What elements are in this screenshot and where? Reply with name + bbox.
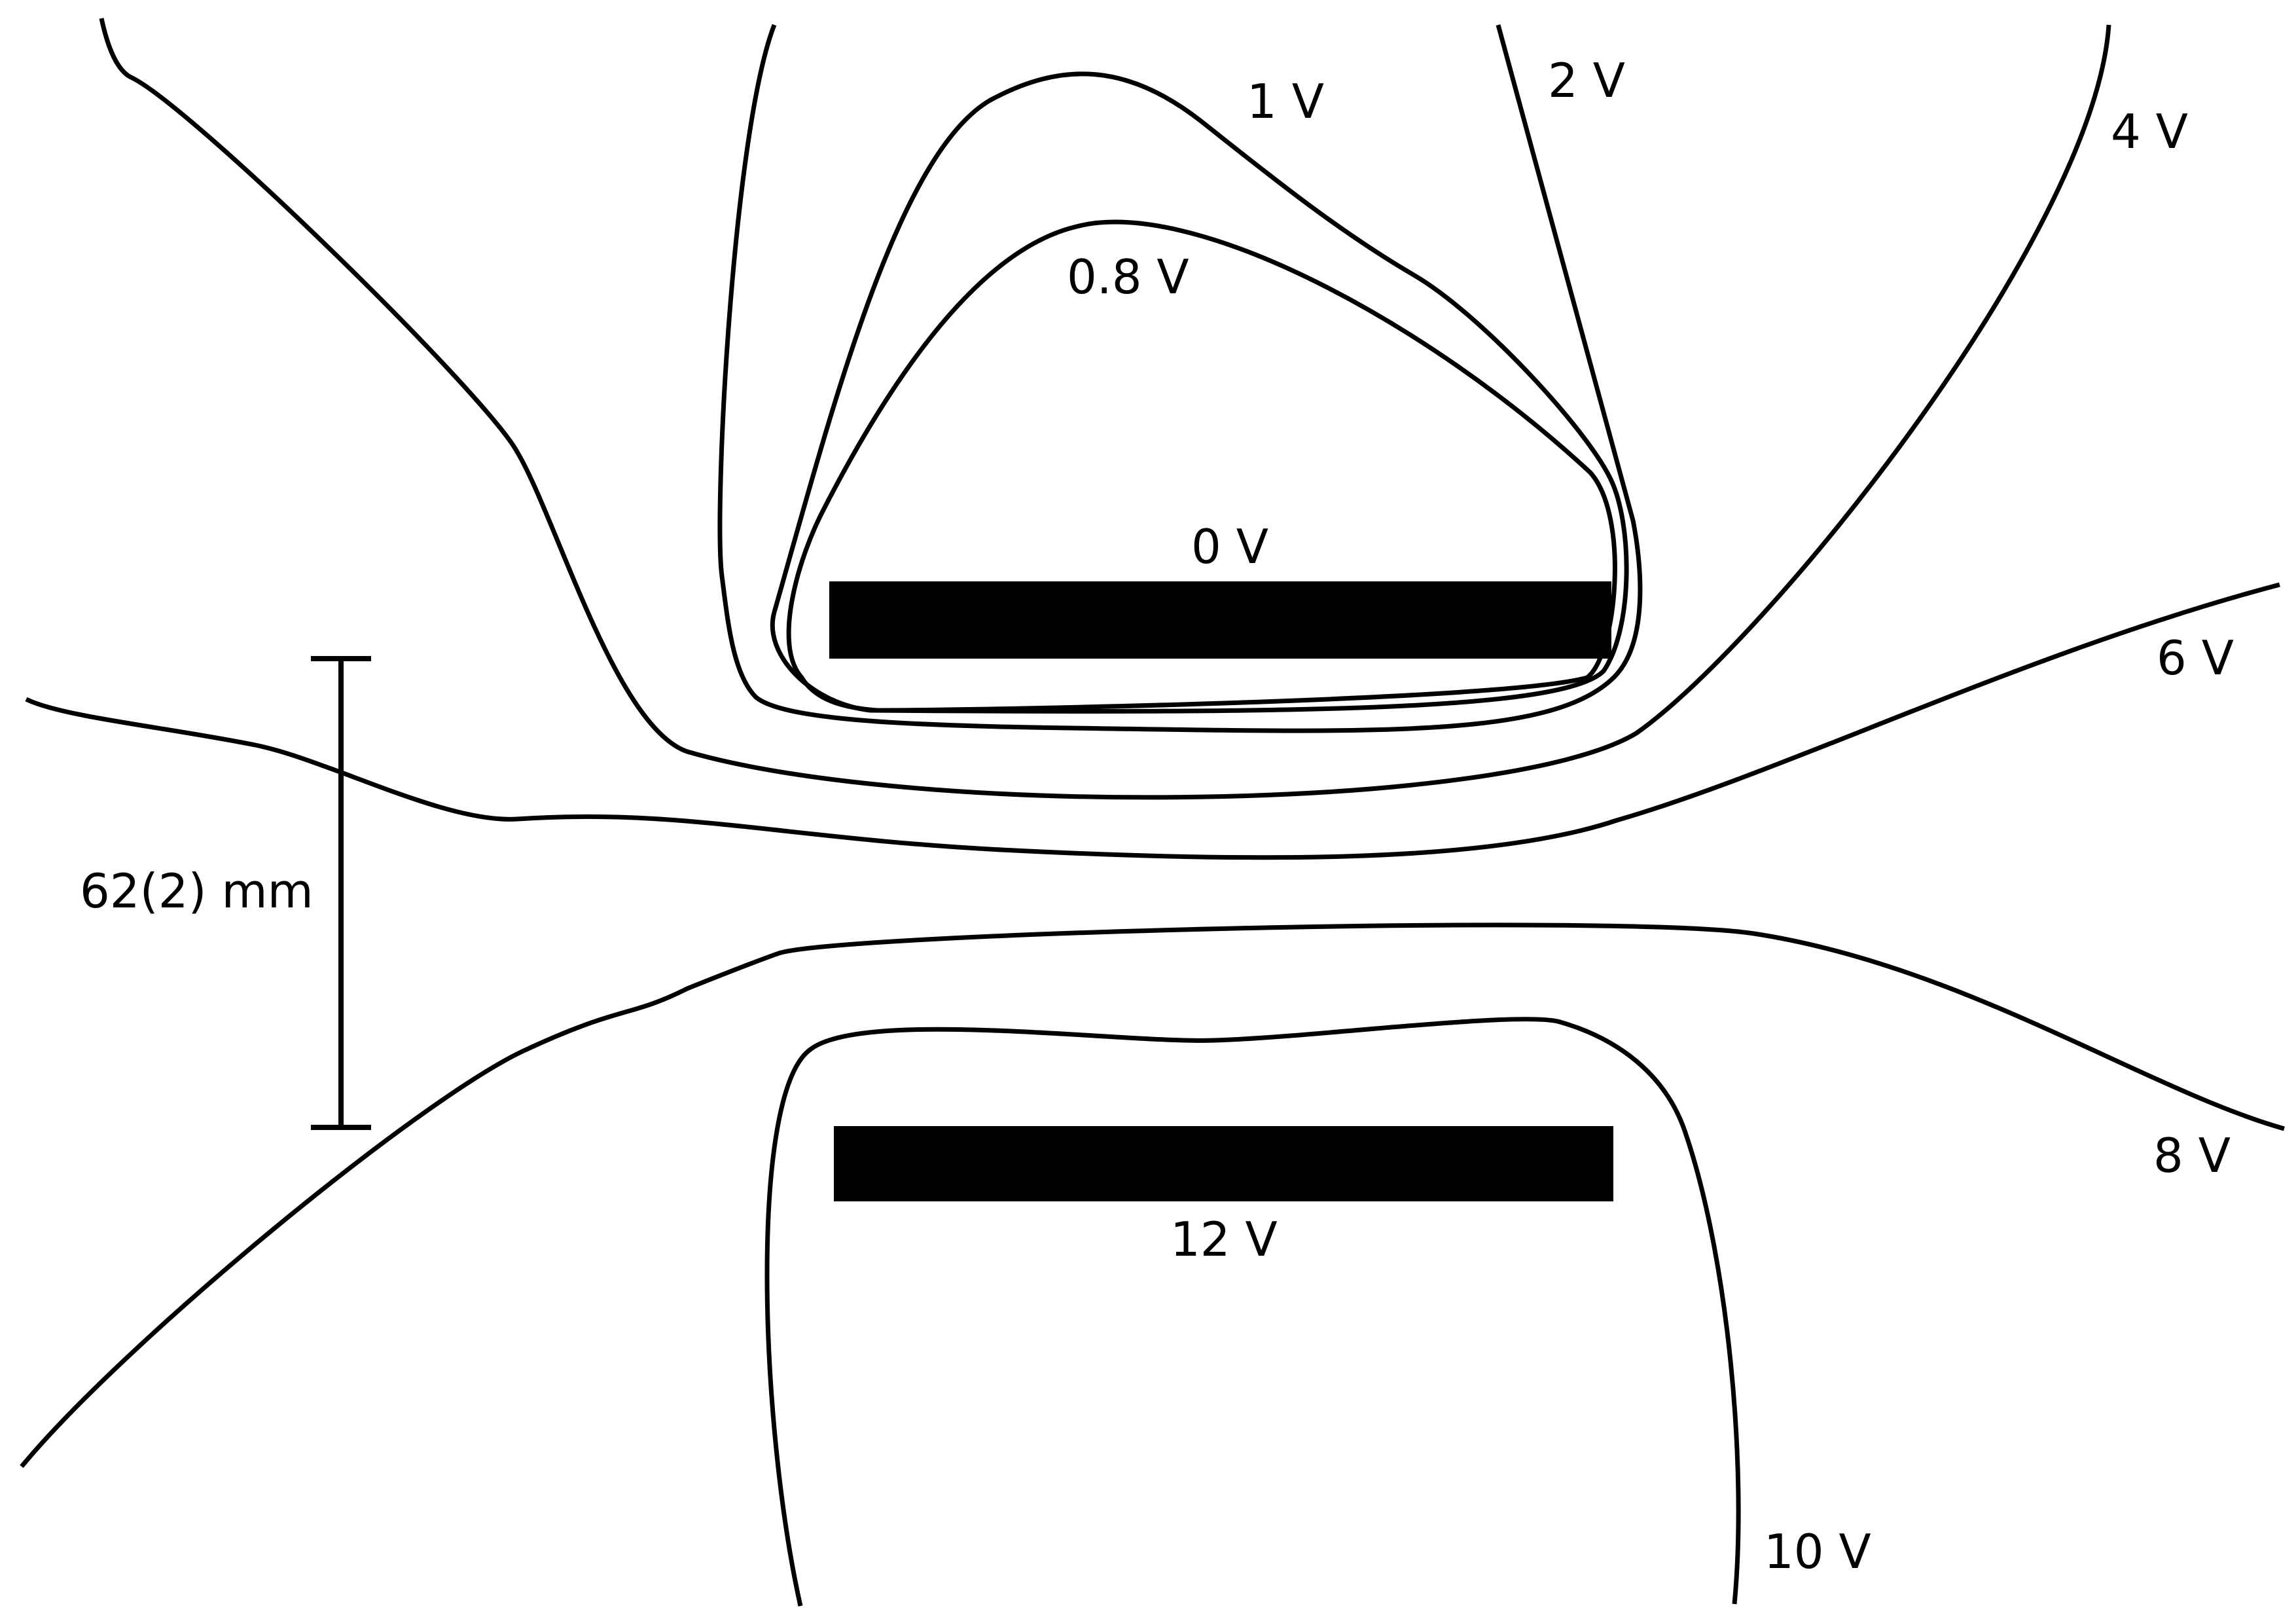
label-8v: 8 V [2153,1128,2231,1183]
equipotential-6v [25,582,2280,860]
label-6v: 6 V [2157,630,2234,685]
bottom-electrode-plate [834,1126,1613,1201]
bottom-electrode-label: 12 V [1170,1212,1278,1267]
equipotential-10v [764,1017,1741,1607]
equipotential-8v [20,922,2285,1468]
label-1v: 1 V [1247,74,1324,129]
equipotential-4v [99,18,2111,800]
label-0-8v: 0.8 V [1067,249,1189,304]
equipotential-0-8v [786,219,1617,713]
label-2v: 2 V [1548,53,1625,108]
equipotential-1v [770,71,1629,714]
label-4v: 4 V [2111,104,2188,159]
scale-bar-label: 62(2) mm [80,864,314,919]
label-10v: 10 V [1764,1524,1871,1579]
top-electrode-label: 0 V [1191,519,1268,574]
scale-bar [311,656,371,1130]
equipotential-2v [717,24,1643,733]
top-electrode-plate [829,581,1611,659]
